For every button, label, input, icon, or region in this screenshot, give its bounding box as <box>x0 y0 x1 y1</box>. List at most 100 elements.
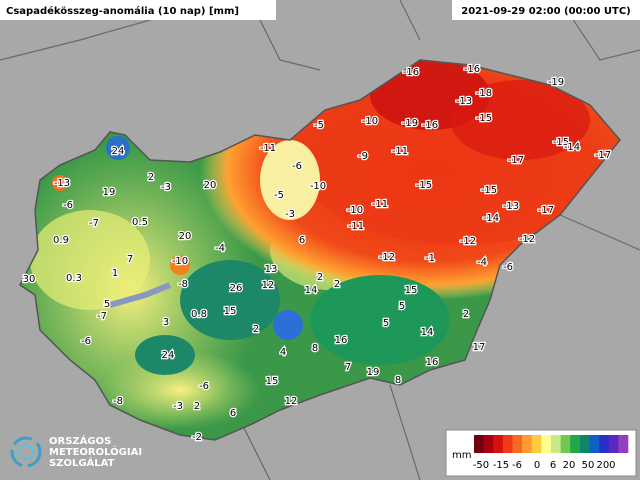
station-value: 2 <box>317 272 323 283</box>
legend-label: 50 <box>582 460 595 471</box>
legend-swatch <box>599 435 610 453</box>
station-value: -11 <box>392 146 408 157</box>
station-value: -9 <box>358 151 368 162</box>
station-value: 5 <box>383 318 389 329</box>
station-labels: -16 -16-19-13-18-5 -10 -19 -16-15-15-14-17-1… <box>21 63 612 445</box>
station-value: -11 <box>348 221 364 232</box>
station-value: -4 <box>215 243 225 254</box>
station-value: -6 <box>81 336 91 347</box>
legend-label: 200 <box>596 460 615 471</box>
station-value: -15 <box>553 137 569 148</box>
legend-swatch <box>560 435 571 453</box>
legend-swatch <box>483 435 494 453</box>
legend-label: 20 <box>563 460 576 471</box>
legend-swatch <box>541 435 552 453</box>
legend-swatch <box>579 435 590 453</box>
station-value: 26 <box>230 283 243 294</box>
station-value: 24 <box>162 350 175 361</box>
station-value: 16 <box>335 335 348 346</box>
station-value: -10 <box>347 205 363 216</box>
legend-label: -50 <box>473 460 489 471</box>
station-value: -2 <box>192 432 202 443</box>
legend-swatch <box>474 435 484 453</box>
station-value: 3 <box>163 317 169 328</box>
station-value: -13 <box>54 178 70 189</box>
station-value: -7 <box>89 218 99 229</box>
station-value: 12 <box>262 280 275 291</box>
station-value: 15 <box>405 285 418 296</box>
station-value: 13 <box>265 264 278 275</box>
station-value: -12 <box>379 252 395 263</box>
station-value: -1 <box>425 253 435 264</box>
station-value: -19 <box>402 118 418 129</box>
station-value: 15 <box>266 376 279 387</box>
legend-swatch <box>502 435 513 453</box>
date: 2021-09-29 02:00 (00:00 UTC) <box>461 6 631 17</box>
station-value: -15 <box>481 185 497 196</box>
legend-unit: mm <box>452 450 471 461</box>
station-value: -16 <box>464 64 480 75</box>
station-value: 6 <box>230 408 236 419</box>
station-value: -12 <box>519 234 535 245</box>
legend-swatch <box>493 435 504 453</box>
station-value: 30 <box>23 274 36 285</box>
station-value: -8 <box>178 279 188 290</box>
station-value: 0.9 <box>53 235 69 246</box>
station-value: -14 <box>483 213 499 224</box>
station-value: 24 <box>112 146 125 157</box>
station-value: -5 <box>314 120 324 131</box>
station-value: -16 <box>422 120 438 131</box>
title: Csapadékösszeg-anomália (10 nap) [mm] <box>6 5 239 17</box>
station-value: -6 <box>503 262 513 273</box>
station-value: 5 <box>399 301 405 312</box>
station-value: 19 <box>103 187 116 198</box>
logo-text: SZOLGÁLAT <box>49 456 115 469</box>
station-value: -6 <box>63 200 73 211</box>
station-value: 0.5 <box>132 217 148 228</box>
station-value: -13 <box>456 96 472 107</box>
station-value: 6 <box>299 235 305 246</box>
station-value: 8 <box>395 375 401 386</box>
legend: -50 -15 -6 0 6 20 50 200 <box>473 435 629 471</box>
legend-swatch <box>570 435 581 453</box>
station-value: -4 <box>477 257 487 268</box>
station-value: 2 <box>334 279 340 290</box>
station-value: -17 <box>595 150 611 161</box>
station-value: -10 <box>172 256 188 267</box>
station-value: 16 <box>426 357 439 368</box>
station-value: -16 <box>403 67 419 78</box>
station-value: -7 <box>97 311 107 322</box>
station-value: -10 <box>362 116 378 127</box>
station-value: 2 <box>148 172 154 183</box>
station-value: 14 <box>421 327 434 338</box>
legend-swatch <box>589 435 600 453</box>
station-value: 8 <box>312 343 318 354</box>
station-value: -6 <box>292 161 302 172</box>
legend-swatch <box>618 435 629 453</box>
station-value: 20 <box>179 231 192 242</box>
station-value: -10 <box>310 181 326 192</box>
station-value: 2 <box>253 324 259 335</box>
station-value: 12 <box>285 396 298 407</box>
station-value: -18 <box>476 88 492 99</box>
station-value: -8 <box>113 396 123 407</box>
legend-swatch <box>551 435 561 453</box>
legend-swatch <box>512 435 523 453</box>
station-value: -15 <box>476 113 492 124</box>
station-value: 5 <box>104 299 110 310</box>
station-value: 15 <box>224 306 237 317</box>
station-value: -13 <box>503 201 519 212</box>
station-value: -5 <box>274 190 284 201</box>
station-value: 2 <box>194 401 200 412</box>
station-value: 4 <box>280 347 286 358</box>
station-value: 7 <box>345 362 351 373</box>
station-value: -6 <box>199 381 209 392</box>
lake <box>109 282 172 308</box>
station-value: -12 <box>460 236 476 247</box>
title-box <box>0 0 276 20</box>
station-value: 20 <box>204 180 217 191</box>
station-value: -11 <box>372 199 388 210</box>
